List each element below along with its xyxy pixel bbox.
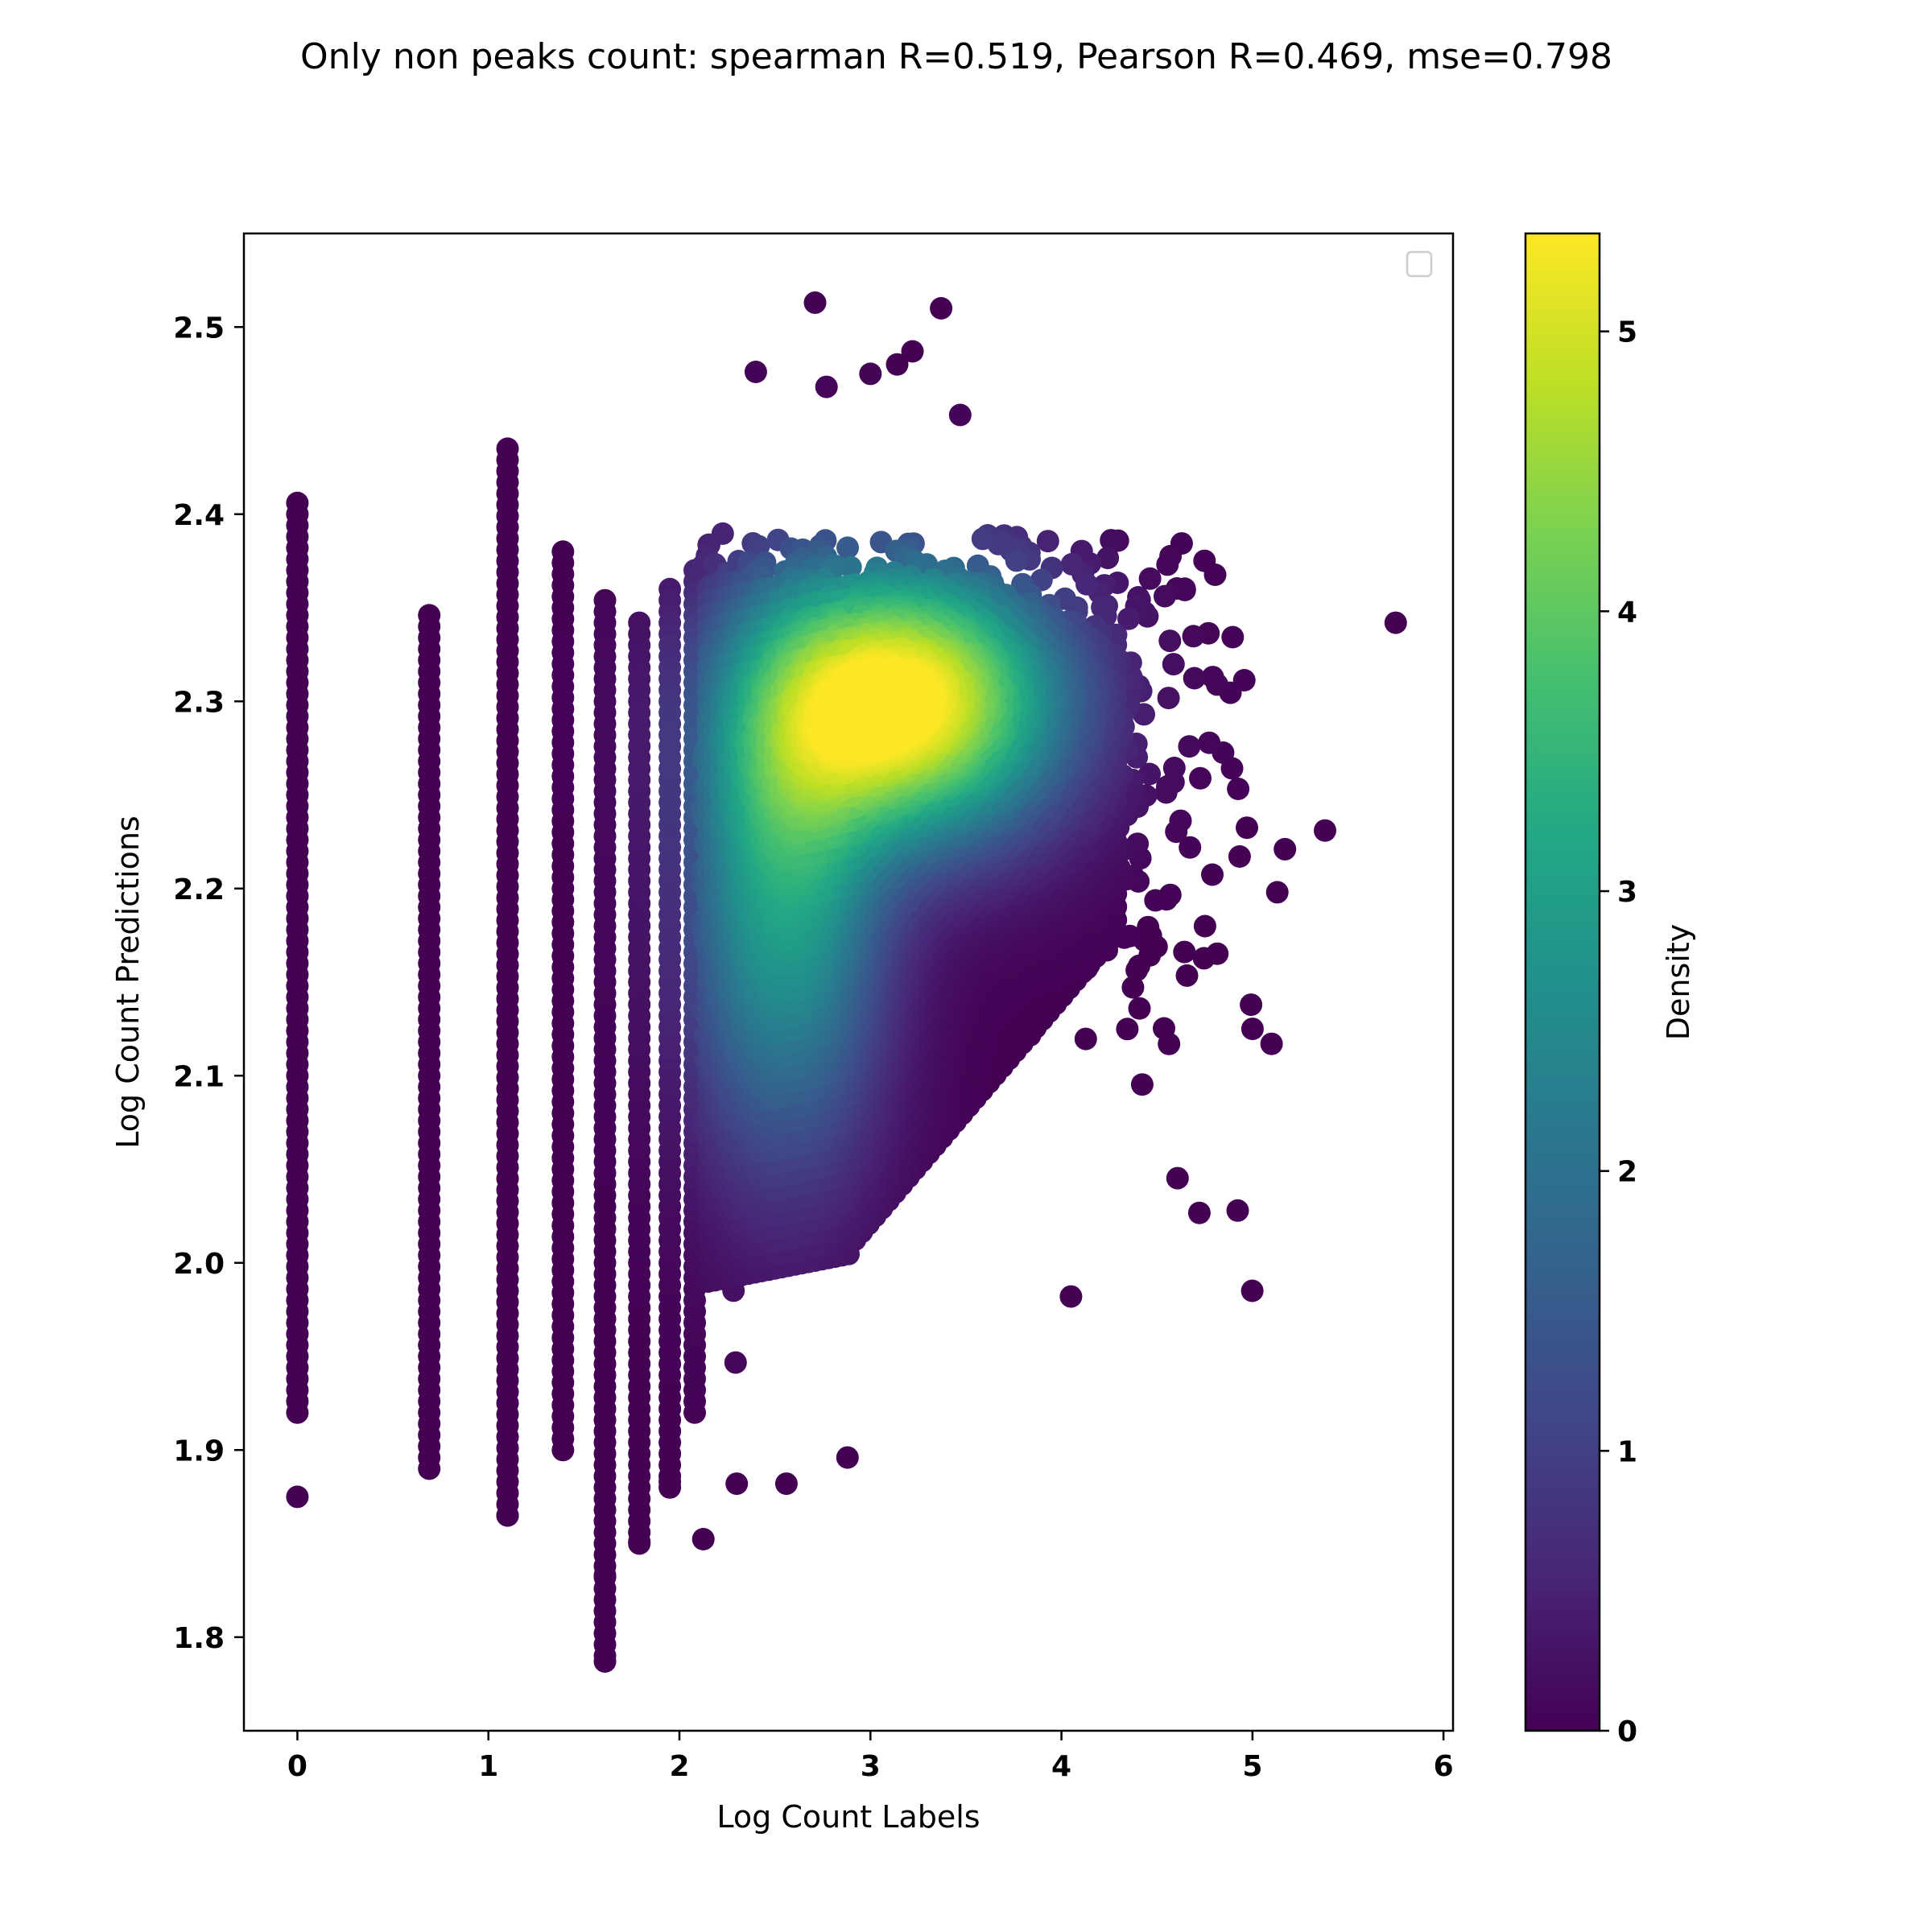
scatter-point [1192, 947, 1216, 970]
scatter-point [496, 696, 519, 719]
scatter-point [1384, 611, 1407, 634]
scatter-point [774, 1472, 798, 1496]
scatter-point [1060, 552, 1084, 576]
scatter-point [658, 746, 682, 769]
scatter-point [1036, 530, 1059, 553]
scatter-point [691, 1528, 715, 1550]
scatter-point [1240, 993, 1263, 1017]
scatter-point [1187, 1201, 1211, 1224]
scatter-point [628, 735, 651, 758]
scatter-point [1265, 881, 1289, 904]
scatter-point [1121, 976, 1145, 999]
scatter-points [286, 291, 1407, 1673]
scatter-point [1178, 735, 1201, 758]
scatter-point [1059, 1285, 1083, 1308]
scatter-point [1156, 775, 1179, 799]
scatter-point [1189, 766, 1212, 790]
scatter-point [1100, 529, 1123, 552]
scatter-point [836, 536, 859, 559]
scatter-point [1227, 778, 1250, 800]
scatter-point [286, 1485, 309, 1509]
scatter-point [725, 1472, 749, 1496]
scatter-point [1116, 1018, 1139, 1041]
scatter-point [1183, 667, 1206, 690]
scatter-point [1144, 889, 1167, 912]
scatter-point [1201, 666, 1224, 689]
scatter-point [948, 403, 972, 427]
scatter-point [1241, 1279, 1264, 1302]
scatter-point [1179, 836, 1202, 859]
scatter-point [1175, 964, 1199, 987]
scatter-point [1228, 845, 1251, 868]
scatter-point [1162, 757, 1186, 779]
chart-title: Only non peaks count: spearman R=0.519, … [300, 36, 1612, 77]
scatter-point [1137, 915, 1160, 939]
scatter-point [1169, 809, 1192, 832]
scatter-point [418, 693, 441, 716]
scatter-point [803, 291, 827, 314]
scatter-point [1157, 687, 1180, 710]
scatter-point [593, 724, 617, 747]
scatter-point [744, 361, 767, 383]
scatter-point [1074, 1027, 1097, 1051]
scatter-point [1130, 1073, 1154, 1096]
scatter-point [1156, 553, 1179, 576]
scatter-point [1182, 625, 1205, 648]
scatter-point [1005, 549, 1028, 572]
scatter-point [1128, 997, 1151, 1020]
scatter-point [1241, 1018, 1264, 1041]
scatter-point [971, 527, 994, 551]
scatter-point [1314, 819, 1336, 842]
scatter-point [836, 1446, 859, 1469]
scatter-point [1221, 625, 1245, 649]
scatter-point [1193, 914, 1216, 938]
scatter-point [1260, 1032, 1283, 1055]
scatter-point [551, 708, 575, 732]
scatter-point [1226, 1199, 1249, 1222]
scatter-point [711, 522, 734, 545]
scatter-point [815, 375, 838, 398]
scatter-point [930, 297, 953, 320]
scatter-point [1158, 630, 1182, 653]
scatter-point [1193, 549, 1216, 572]
scatter-point [286, 693, 309, 716]
scatter-point [1173, 940, 1196, 964]
scatter-point [1236, 816, 1258, 840]
scatter-point [859, 362, 882, 386]
scatter-point [1166, 1166, 1189, 1190]
scatter-point [1075, 572, 1098, 596]
scatter-point [1201, 863, 1224, 886]
scatter-point [901, 340, 924, 363]
scatter-point [1154, 584, 1176, 608]
scatter-point [1274, 837, 1297, 861]
scatter-point [886, 353, 909, 376]
scatter-point [1153, 1017, 1175, 1040]
scatter-point [1138, 567, 1162, 590]
scatter-point [724, 1351, 747, 1374]
scatter-point [1198, 731, 1221, 754]
scatter-point [1162, 653, 1185, 676]
